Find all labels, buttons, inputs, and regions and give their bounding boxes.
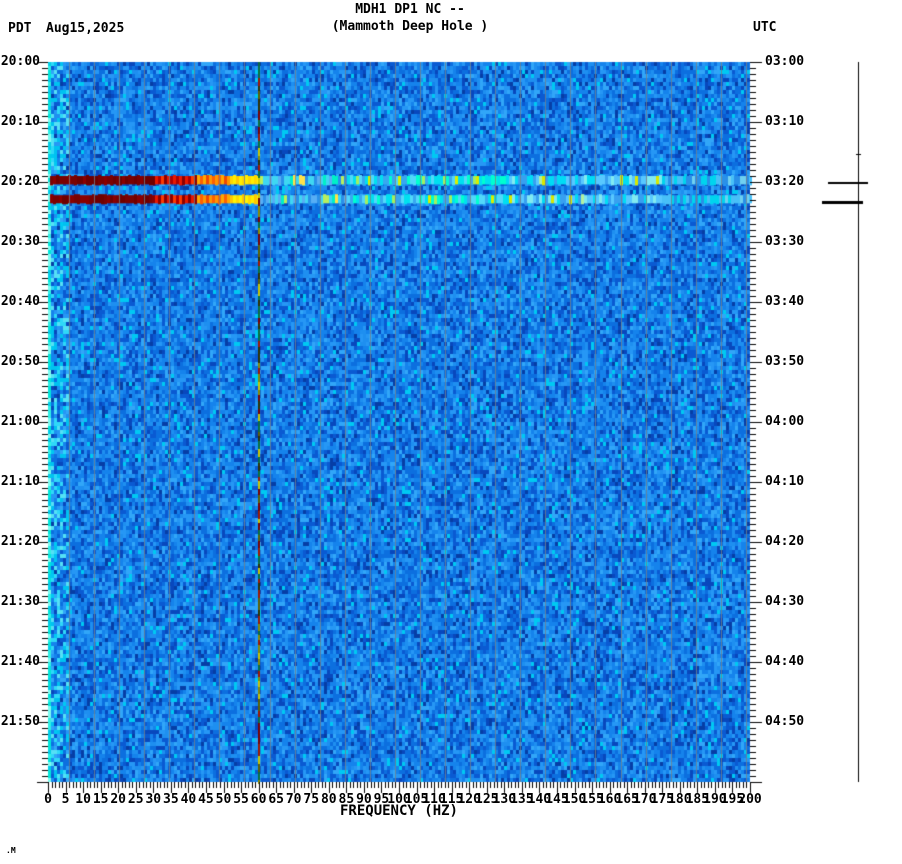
- date-label: Aug15,2025: [46, 21, 125, 36]
- utc-time-label: 03:30: [765, 234, 805, 249]
- frequency-tick-label: 15: [92, 792, 109, 807]
- pdt-time-label: 21:30: [0, 594, 40, 609]
- frequency-tick-label: 195: [720, 792, 745, 807]
- utc-time-label: 04:50: [765, 714, 805, 729]
- frequency-tick-label: 135: [510, 792, 534, 807]
- frequency-tick-label: 160: [597, 792, 622, 807]
- frequency-tick-label: 30: [145, 792, 162, 807]
- frequency-tick-label: 125: [475, 792, 499, 807]
- frequency-tick-label: 20: [110, 792, 127, 807]
- utc-time-label: 03:40: [765, 294, 805, 309]
- frequency-tick-label: 90: [356, 792, 372, 807]
- utc-time-label: 03:20: [765, 174, 805, 189]
- frequency-tick-label: 95: [373, 792, 390, 807]
- utc-time-label: 04:00: [765, 414, 805, 429]
- frequency-tick-label: 145: [545, 792, 569, 807]
- frequency-tick-label: 155: [580, 792, 604, 807]
- corner-glyph: .M: [6, 846, 16, 855]
- timezone-right-label: UTC: [753, 20, 777, 35]
- frequency-tick-label: 175: [650, 792, 674, 807]
- frequency-tick-label: 25: [127, 792, 144, 807]
- pdt-time-label: 20:50: [0, 354, 40, 369]
- frequency-tick-label: 85: [338, 792, 355, 807]
- frequency-tick-label: 200: [738, 792, 762, 807]
- frequency-tick-label: 55: [233, 792, 249, 807]
- pdt-time-label: 21:00: [0, 414, 40, 429]
- pdt-time-label: 20:30: [0, 234, 40, 249]
- pdt-time-label: 20:20: [0, 174, 40, 189]
- frequency-tick-label: 100: [387, 792, 411, 807]
- utc-time-label: 04:30: [765, 594, 805, 609]
- pdt-time-label: 20:10: [0, 114, 40, 129]
- pdt-time-label: 21:50: [0, 714, 40, 729]
- frequency-tick-label: 170: [632, 792, 657, 807]
- frequency-tick-label: 5: [61, 792, 70, 807]
- page-title: MDH1 DP1 NC --: [355, 2, 465, 17]
- frequency-tick-label: 35: [163, 792, 179, 807]
- frequency-tick-label: 60: [250, 792, 267, 807]
- frequency-tick-label: 10: [75, 792, 91, 807]
- frequency-tick-label: 40: [180, 792, 197, 807]
- frequency-tick-label: 45: [198, 792, 214, 807]
- utc-time-label: 03:10: [765, 114, 805, 129]
- frequency-tick-label: 140: [527, 792, 552, 807]
- frequency-tick-label: 130: [492, 792, 517, 807]
- x-axis-title: FREQUENCY (HZ): [339, 803, 458, 819]
- pdt-time-label: 20:00: [0, 54, 40, 69]
- frequency-tick-label: 75: [303, 792, 320, 807]
- utc-time-label: 04:10: [765, 474, 805, 489]
- frequency-tick-label: 185: [685, 792, 710, 807]
- frequency-tick-label: 180: [668, 792, 692, 807]
- utc-time-label: 03:00: [765, 54, 805, 69]
- frequency-tick-label: 120: [457, 792, 481, 807]
- pdt-time-label: 21:10: [0, 474, 40, 489]
- frequency-tick-label: 110: [422, 792, 446, 807]
- frequency-tick-label: 115: [439, 792, 464, 807]
- frequency-tick-label: 105: [404, 792, 429, 807]
- frequency-tick-label: 165: [615, 792, 639, 807]
- frequency-tick-label: 190: [703, 792, 727, 807]
- frequency-tick-label: 65: [268, 792, 284, 807]
- utc-time-label: 04:20: [765, 534, 805, 549]
- utc-time-label: 03:50: [765, 354, 805, 369]
- frequency-tick-label: 80: [320, 792, 337, 807]
- frequency-tick-label: 50: [215, 792, 232, 807]
- frequency-tick-label: 70: [285, 792, 302, 807]
- pdt-time-label: 21:20: [0, 534, 40, 549]
- pdt-time-label: 20:40: [0, 294, 40, 309]
- frequency-tick-label: 0: [44, 792, 52, 807]
- page-subtitle: (Mammoth Deep Hole ): [331, 19, 489, 34]
- timezone-left-label: PDT: [8, 21, 32, 36]
- frequency-tick-label: 150: [562, 792, 587, 807]
- pdt-time-label: 21:40: [0, 654, 40, 669]
- utc-time-label: 04:40: [765, 654, 805, 669]
